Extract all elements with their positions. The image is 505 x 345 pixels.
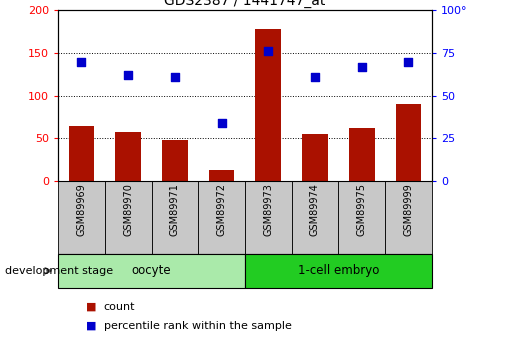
Bar — [115, 131, 141, 181]
Bar — [105, 181, 152, 254]
Bar — [302, 134, 328, 181]
Text: GSM89999: GSM89999 — [403, 183, 414, 236]
Point — [218, 120, 226, 126]
Point — [358, 64, 366, 69]
Bar — [349, 128, 375, 181]
Bar — [69, 126, 94, 181]
Bar — [395, 104, 421, 181]
Point — [311, 74, 319, 80]
Text: 1-cell embryo: 1-cell embryo — [297, 264, 379, 277]
Bar — [152, 181, 198, 254]
Text: GSM89975: GSM89975 — [357, 183, 367, 236]
Point — [264, 49, 272, 54]
Bar — [292, 181, 338, 254]
Point — [405, 59, 413, 64]
Bar — [385, 181, 432, 254]
Bar — [198, 181, 245, 254]
Bar — [162, 140, 188, 181]
Point — [77, 59, 85, 64]
Text: GSM89972: GSM89972 — [217, 183, 227, 236]
Bar — [209, 170, 234, 181]
Bar — [58, 181, 105, 254]
Text: ■: ■ — [86, 302, 96, 312]
Text: oocyte: oocyte — [132, 264, 171, 277]
Bar — [338, 181, 385, 254]
Title: GDS2387 / 1441747_at: GDS2387 / 1441747_at — [164, 0, 326, 8]
Text: development stage: development stage — [5, 266, 113, 276]
Text: GSM89970: GSM89970 — [123, 183, 133, 236]
Text: count: count — [104, 302, 135, 312]
Text: percentile rank within the sample: percentile rank within the sample — [104, 321, 291, 331]
Text: GSM89973: GSM89973 — [263, 183, 273, 236]
Text: GSM89974: GSM89974 — [310, 183, 320, 236]
Bar — [58, 254, 245, 288]
Bar — [245, 254, 432, 288]
Bar — [256, 29, 281, 181]
Text: GSM89969: GSM89969 — [76, 183, 86, 236]
Point — [171, 74, 179, 80]
Text: GSM89971: GSM89971 — [170, 183, 180, 236]
Bar — [245, 181, 292, 254]
Text: ■: ■ — [86, 321, 96, 331]
Point — [124, 72, 132, 78]
